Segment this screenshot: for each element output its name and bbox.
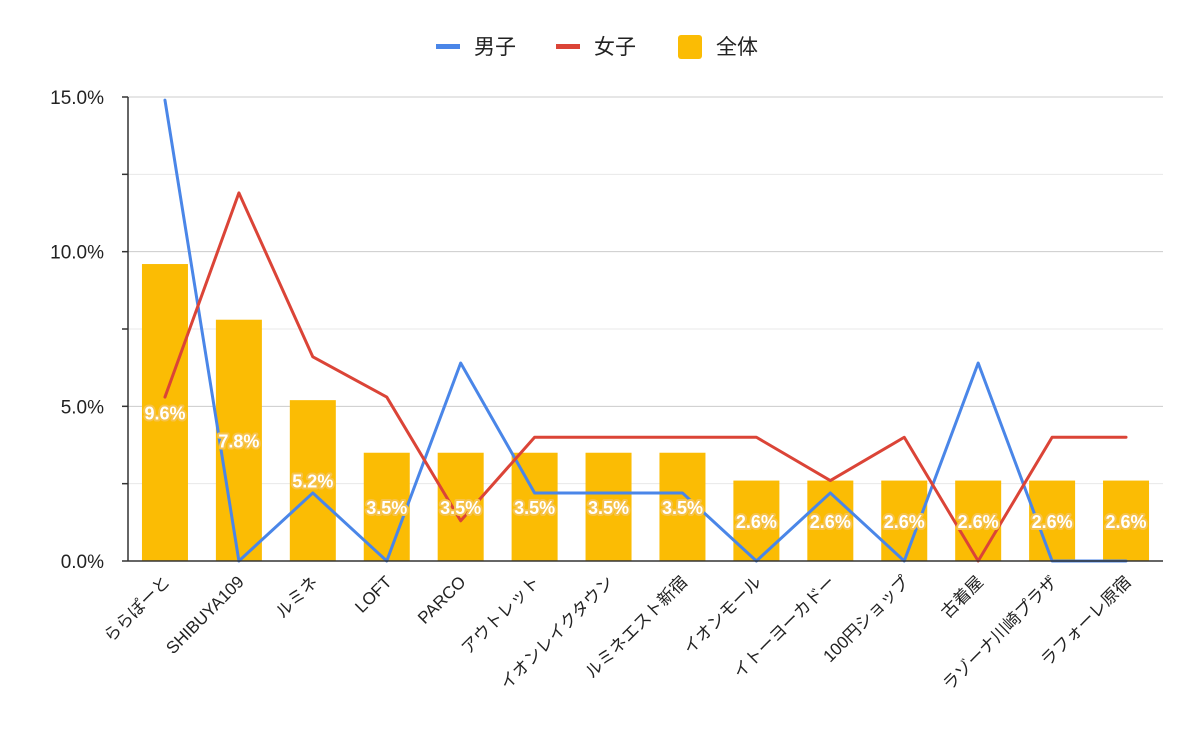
bars-total: [141, 264, 1150, 561]
y-tick-label: 0.0%: [61, 552, 104, 573]
bar-14: [1103, 480, 1150, 561]
bar-4: [363, 452, 410, 561]
data-label: 2.6%: [736, 512, 777, 532]
legend-swatch: [556, 44, 580, 49]
y-tick-label: 15.0%: [50, 88, 104, 109]
bar-1: [141, 264, 188, 561]
x-tick-label: SHIBUYA109: [162, 572, 247, 657]
bar-2: [215, 319, 262, 561]
data-label: 2.6%: [884, 512, 925, 532]
bar-3: [289, 400, 336, 561]
legend-item-3[interactable]: 全体: [678, 35, 758, 59]
legend-swatch: [678, 35, 702, 59]
legend-label: 女子: [594, 36, 636, 59]
x-tick-label: ルミネ: [272, 572, 321, 621]
bar-12: [955, 480, 1002, 561]
legend-label: 男子: [474, 36, 516, 59]
bar-5: [437, 452, 484, 561]
data-label: 2.6%: [1032, 512, 1073, 532]
y-tick-label: 5.0%: [61, 397, 104, 418]
series-line-2: [163, 191, 1128, 563]
data-label: 5.2%: [292, 472, 333, 492]
data-label: 9.6%: [144, 404, 185, 424]
data-label: 3.5%: [588, 498, 629, 518]
series-line-1: [163, 98, 1128, 563]
data-label: 3.5%: [662, 498, 703, 518]
data-label: 2.6%: [1106, 512, 1147, 532]
data-label: 3.5%: [440, 498, 481, 518]
data-label: 2.6%: [958, 512, 999, 532]
bar-7: [585, 452, 632, 561]
legend-item-1[interactable]: 男子: [436, 36, 516, 59]
x-tick-label: ららぽーと: [100, 572, 174, 646]
x-tick-label: PARCO: [414, 572, 469, 627]
data-label: 2.6%: [810, 512, 851, 532]
x-tick-label: LOFT: [351, 572, 395, 616]
data-labels: 9.6% 7.8% 5.2% 3.5% 3.5% 3.5% 3.5% 3.5% 2.6% 2.6%…: [142, 402, 1148, 534]
data-label: 3.5%: [514, 498, 555, 518]
y-tick-label: 10.0%: [50, 243, 104, 264]
data-label: 3.5%: [366, 498, 407, 518]
lines: [163, 98, 1128, 563]
bar-6: [511, 452, 558, 561]
legend-item-2[interactable]: 女子: [556, 36, 636, 59]
legend: 男子 女子 全体: [436, 35, 758, 59]
legend-label: 全体: [716, 36, 758, 59]
data-label: 7.8%: [218, 431, 259, 451]
x-tick-label: 古着屋: [938, 572, 987, 621]
legend-swatch: [436, 44, 460, 49]
